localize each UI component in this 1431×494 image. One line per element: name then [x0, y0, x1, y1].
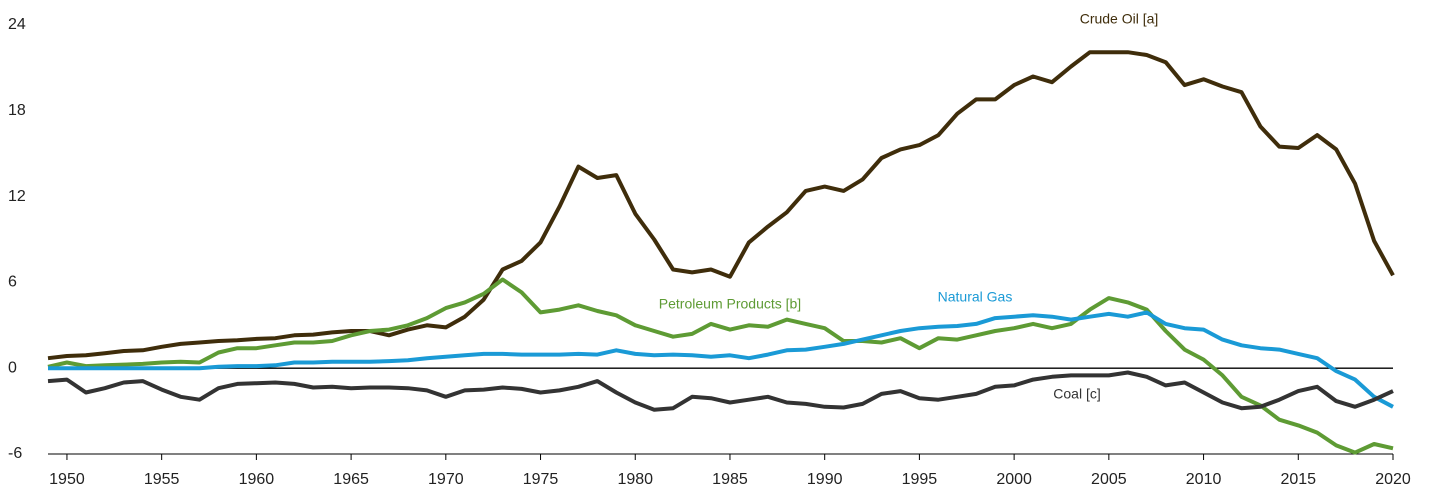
y-tick-label: 0 [8, 359, 17, 376]
x-tick-label: 1955 [144, 471, 180, 488]
y-tick-label: 24 [8, 16, 26, 33]
series-label: Crude Oil [a] [1080, 11, 1159, 27]
series-line [48, 310, 1394, 409]
x-tick-label: 1985 [712, 471, 748, 488]
x-tick-label: 1960 [239, 471, 275, 488]
series-label: Petroleum Products [b] [659, 296, 801, 312]
x-tick-label: 1990 [807, 471, 843, 488]
x-tick-label: 2000 [996, 471, 1032, 488]
y-tick-label: 18 [8, 102, 26, 119]
x-tick-label: 2020 [1375, 471, 1411, 488]
series-line [47, 277, 1394, 455]
x-tick-label: 1950 [49, 471, 85, 488]
y-tick-label: 6 [8, 274, 17, 291]
y-tick-label: 12 [8, 188, 26, 205]
x-tick-label: 1975 [523, 471, 559, 488]
series-label: Coal [c] [1053, 386, 1100, 402]
x-tick-label: 2010 [1186, 471, 1222, 488]
x-tick-label: 1965 [333, 471, 369, 488]
x-tick-label: 1995 [902, 471, 938, 488]
x-tick-label: 1970 [428, 471, 464, 488]
x-tick-label: 1980 [617, 471, 653, 488]
x-tick-label: 2015 [1280, 471, 1316, 488]
series-line [47, 50, 1395, 361]
y-tick-label: -6 [8, 445, 22, 462]
series-label: Natural Gas [938, 289, 1013, 305]
series-line [47, 370, 1394, 412]
x-tick-label: 2005 [1091, 471, 1127, 488]
